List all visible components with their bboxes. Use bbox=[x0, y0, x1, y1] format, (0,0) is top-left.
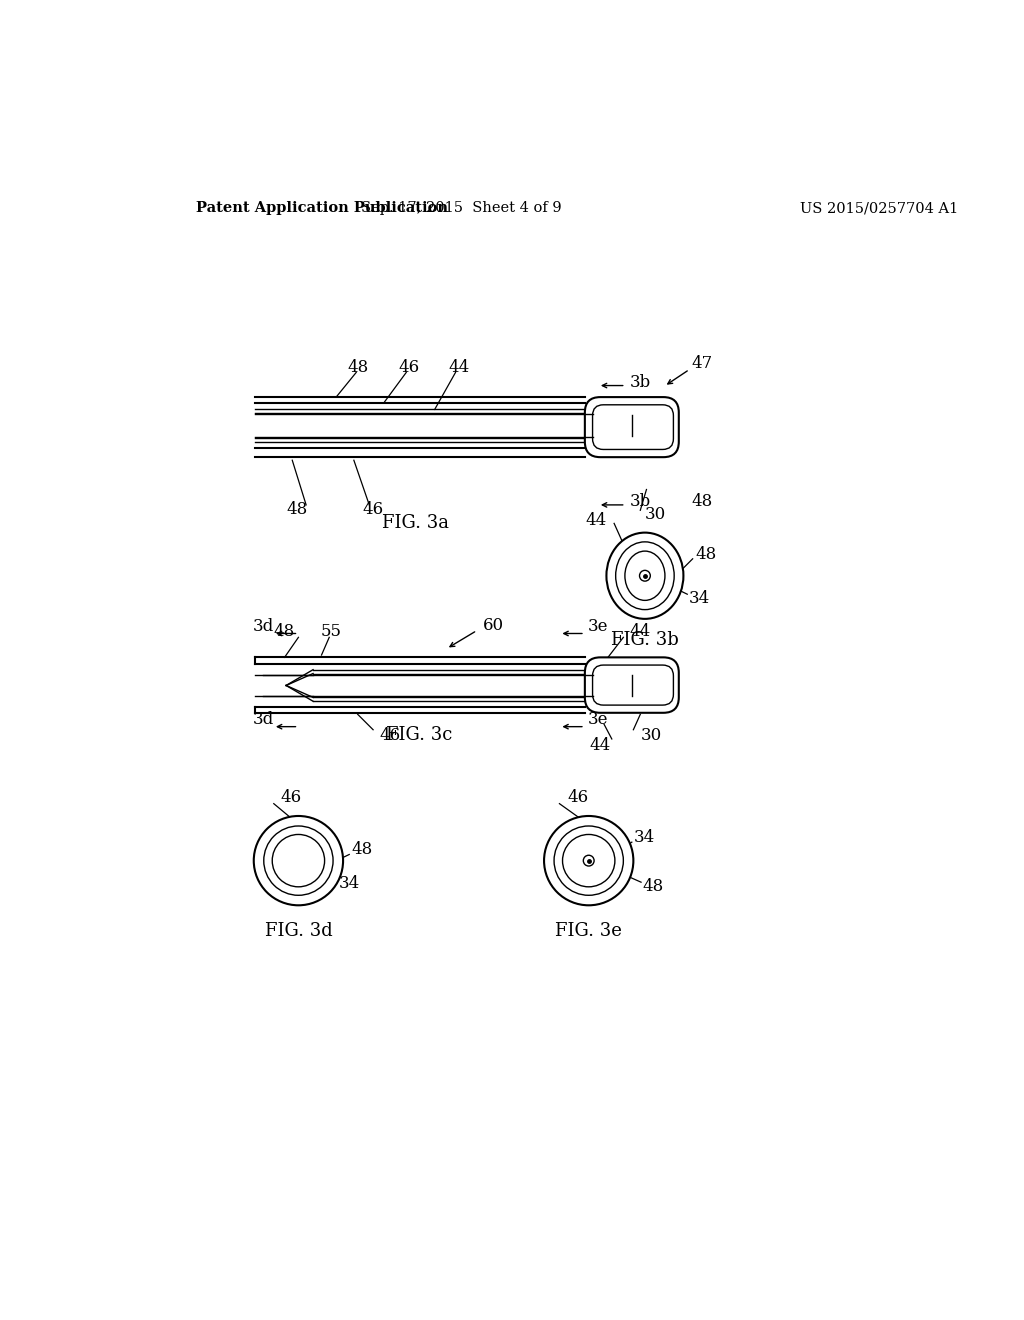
Circle shape bbox=[584, 855, 594, 866]
Text: FIG. 3b: FIG. 3b bbox=[611, 631, 679, 649]
Text: 48: 48 bbox=[351, 841, 373, 858]
Text: Sep. 17, 2015  Sheet 4 of 9: Sep. 17, 2015 Sheet 4 of 9 bbox=[361, 202, 562, 215]
Ellipse shape bbox=[615, 541, 674, 610]
Text: 48: 48 bbox=[691, 494, 713, 511]
Ellipse shape bbox=[606, 532, 683, 619]
Text: 34: 34 bbox=[634, 829, 654, 846]
Text: 3e: 3e bbox=[588, 618, 608, 635]
Text: 3d: 3d bbox=[253, 711, 273, 729]
Text: FIG. 3d: FIG. 3d bbox=[264, 923, 333, 940]
Text: FIG. 3e: FIG. 3e bbox=[555, 923, 623, 940]
Text: 30: 30 bbox=[645, 507, 667, 524]
Text: 46: 46 bbox=[281, 789, 301, 807]
Text: 48: 48 bbox=[348, 359, 369, 376]
Circle shape bbox=[554, 826, 624, 895]
Circle shape bbox=[254, 816, 343, 906]
Text: 3b: 3b bbox=[630, 374, 651, 391]
FancyBboxPatch shape bbox=[593, 405, 674, 449]
Circle shape bbox=[562, 834, 614, 887]
Text: 48: 48 bbox=[643, 878, 664, 895]
FancyBboxPatch shape bbox=[593, 665, 674, 705]
FancyBboxPatch shape bbox=[585, 657, 679, 713]
Text: FIG. 3c: FIG. 3c bbox=[386, 726, 453, 744]
Text: 34: 34 bbox=[339, 875, 359, 892]
Circle shape bbox=[544, 816, 634, 906]
Ellipse shape bbox=[625, 552, 665, 601]
Text: 44: 44 bbox=[447, 359, 469, 376]
Text: 46: 46 bbox=[398, 359, 420, 376]
Text: 44: 44 bbox=[630, 623, 651, 640]
Text: 47: 47 bbox=[691, 355, 713, 372]
Ellipse shape bbox=[640, 570, 650, 581]
Text: 46: 46 bbox=[362, 502, 384, 517]
Text: 46: 46 bbox=[379, 726, 400, 743]
FancyBboxPatch shape bbox=[585, 397, 679, 457]
Circle shape bbox=[264, 826, 333, 895]
Text: 48: 48 bbox=[287, 502, 307, 517]
Text: 48: 48 bbox=[695, 545, 716, 562]
Text: 55: 55 bbox=[321, 623, 341, 640]
Circle shape bbox=[272, 834, 325, 887]
Text: 34: 34 bbox=[689, 590, 710, 607]
Text: 48: 48 bbox=[273, 623, 295, 640]
Text: US 2015/0257704 A1: US 2015/0257704 A1 bbox=[801, 202, 958, 215]
Text: Patent Application Publication: Patent Application Publication bbox=[196, 202, 449, 215]
Text: 3e: 3e bbox=[588, 711, 608, 729]
Text: 3d: 3d bbox=[253, 618, 273, 635]
Text: 30: 30 bbox=[640, 726, 662, 743]
Text: 44: 44 bbox=[590, 737, 611, 754]
Text: 3b: 3b bbox=[630, 494, 651, 511]
Text: FIG. 3a: FIG. 3a bbox=[382, 513, 449, 532]
Text: 44: 44 bbox=[585, 512, 606, 529]
Text: 60: 60 bbox=[483, 616, 505, 634]
Text: 46: 46 bbox=[567, 789, 589, 807]
